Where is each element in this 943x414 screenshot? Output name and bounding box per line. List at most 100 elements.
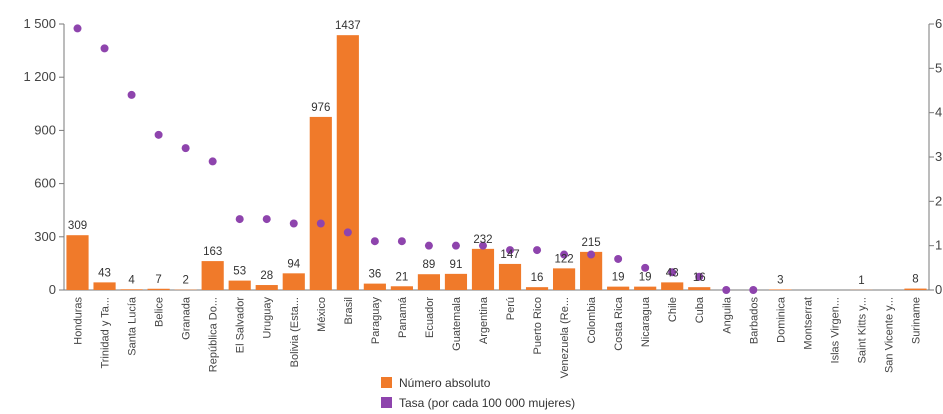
- left-axis-tick-label: 1 200: [23, 69, 56, 84]
- bar: [66, 235, 89, 290]
- bar-data-label: 16: [693, 272, 706, 284]
- bar-data-label: 122: [554, 253, 573, 265]
- right-axis-tick-label: 3: [935, 149, 942, 164]
- bar-data-label: 2: [182, 275, 188, 287]
- left-axis-tick-label: 900: [34, 122, 56, 137]
- category-label: Montserrat: [802, 297, 814, 350]
- bar: [363, 283, 386, 290]
- bar-data-label: 232: [473, 234, 492, 246]
- rate-point: [208, 157, 217, 166]
- rate-point: [506, 246, 515, 255]
- rate-point: [100, 44, 109, 53]
- bar: [228, 280, 251, 290]
- category-label: Barbados: [748, 297, 760, 345]
- right-axis-ticks: 0 1 2 3 4 5 6: [929, 16, 942, 297]
- category-label: República Do...: [208, 297, 220, 372]
- left-axis-ticks: 0 300 600 900 1 200 1 500: [23, 16, 64, 297]
- category-label: Santa Lucía: [127, 296, 139, 356]
- bar: [336, 35, 359, 291]
- category-label: Belice: [154, 297, 166, 327]
- bar-data-label: 21: [395, 271, 408, 283]
- rate-point: [343, 228, 352, 237]
- bar-data-label: 94: [287, 258, 300, 270]
- bar-data-label: 19: [612, 272, 625, 284]
- bar: [525, 287, 549, 290]
- rate-point: [533, 246, 542, 255]
- left-axis-tick-label: 600: [34, 176, 56, 191]
- bar-data-label: 8: [912, 274, 918, 286]
- legend-label-bars: Número absoluto: [399, 376, 491, 390]
- legend-label-rate: Tasa (por cada 100 000 mujeres): [399, 396, 575, 410]
- bar: [580, 251, 603, 290]
- category-label: Colombia: [586, 296, 598, 343]
- category-label: Paraguay: [370, 297, 382, 345]
- bar-data-label: 53: [233, 266, 246, 278]
- bar: [634, 286, 657, 290]
- category-label: Islas Virgen...: [829, 297, 841, 363]
- bar-data-label: 7: [155, 274, 161, 286]
- rate-point: [73, 24, 82, 33]
- bar-data-label: 4: [128, 274, 135, 286]
- rate-point: [424, 241, 433, 250]
- category-label: Puerto Rico: [532, 297, 544, 354]
- bar-data-label: 215: [582, 237, 601, 249]
- left-axis-tick-label: 300: [34, 229, 56, 244]
- bar-data-label: 16: [531, 272, 544, 284]
- category-label: Costa Rica: [613, 296, 625, 351]
- bar: [688, 287, 711, 290]
- legend-swatch-bars: [381, 377, 392, 388]
- rate-point: [722, 286, 731, 294]
- bar: [93, 282, 116, 290]
- category-label: Suriname: [910, 297, 922, 344]
- category-label: Ecuador: [424, 297, 436, 338]
- bar-data-label: 1437: [335, 20, 361, 32]
- category-label: Panamá: [397, 296, 409, 338]
- bar: [607, 286, 630, 290]
- rate-point: [289, 219, 298, 228]
- right-axis-tick-label: 2: [935, 193, 942, 208]
- bar: [255, 285, 278, 290]
- category-label: Argentina: [478, 296, 490, 344]
- category-label: Cuba: [694, 296, 706, 323]
- bar-data-label: 3: [777, 274, 783, 286]
- right-axis-tick-label: 0: [935, 282, 942, 297]
- bar-data-label: 43: [98, 267, 111, 279]
- rate-point: [560, 250, 569, 259]
- rate-point: [235, 215, 244, 224]
- rate-point: [641, 263, 650, 272]
- category-label: Venezuela (Re...: [559, 297, 571, 378]
- bar: [498, 263, 522, 290]
- bar-data-label: 28: [260, 270, 273, 282]
- rate-point: [154, 130, 163, 139]
- rate-point: [316, 219, 325, 228]
- rate-point: [614, 254, 623, 263]
- bar: [904, 288, 927, 290]
- bar: [661, 282, 684, 290]
- rate-point: [451, 241, 460, 250]
- rate-point: [587, 250, 596, 259]
- bar: [309, 116, 332, 290]
- category-label: Saint Kitts y...: [856, 297, 868, 363]
- category-label: Nicaragua: [640, 296, 652, 347]
- bar: [471, 248, 495, 290]
- rate-point: [262, 215, 271, 224]
- bar: [417, 274, 441, 290]
- bar: [444, 273, 468, 290]
- category-label: Bolivia (Esta...: [289, 297, 301, 367]
- category-label: Granada: [181, 296, 193, 340]
- bar: [552, 268, 576, 290]
- bar-data-label: 976: [311, 102, 330, 114]
- left-axis-tick-label: 0: [49, 282, 56, 297]
- category-label: Trinidad y Ta...: [100, 297, 112, 369]
- category-label: San Vicente y...: [883, 297, 895, 373]
- left-axis-tick-label: 1 500: [23, 16, 56, 31]
- bar-data-label: 163: [203, 246, 222, 258]
- bar: [147, 288, 170, 290]
- bar: [120, 289, 143, 290]
- rate-point: [695, 272, 704, 281]
- bar-data-label: 147: [500, 249, 519, 261]
- bar-data-label: 89: [423, 259, 436, 271]
- bar-data-label: 36: [368, 269, 381, 281]
- right-axis-tick-label: 5: [935, 60, 942, 75]
